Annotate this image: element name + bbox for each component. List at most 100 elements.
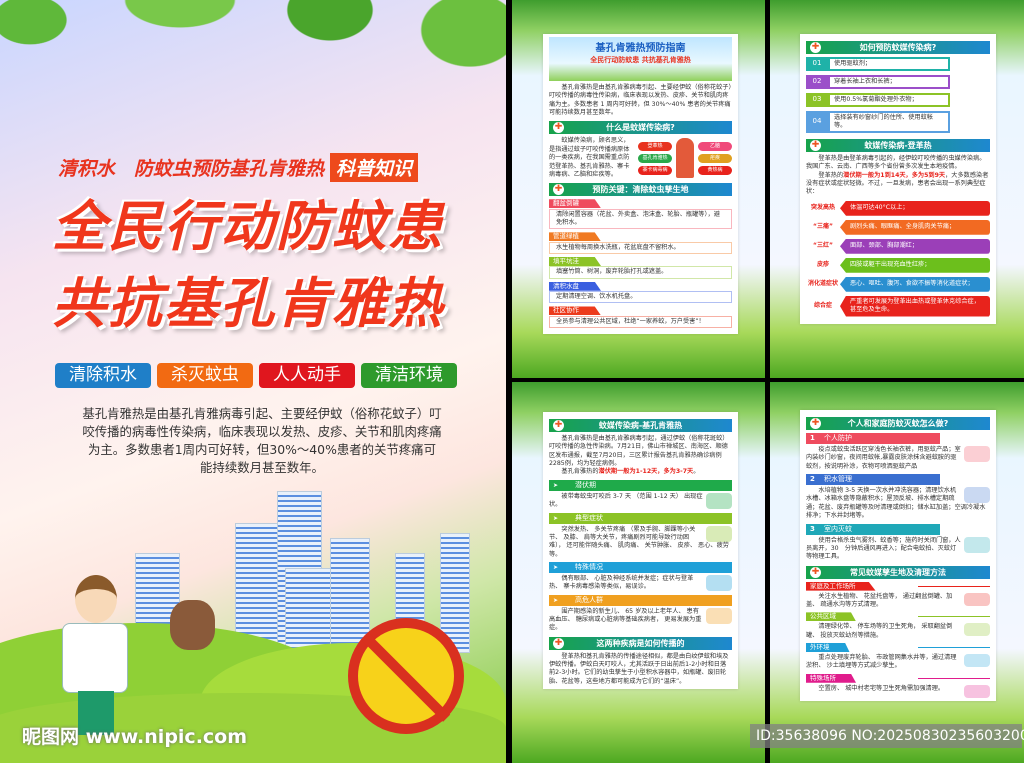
- prevention-step: 02 穿着长袖上衣和长裤；: [806, 75, 990, 89]
- place-text-content: 清理绿化带、 停车场等的卫生死角， 采取翻盆倒罐、 投放灭蚊幼剂等措施。: [806, 623, 953, 639]
- step-illustration: [964, 487, 990, 504]
- poster-title-line2: 共抗基孔肯雅热: [52, 272, 444, 335]
- red-cross-icon: ✚: [810, 42, 821, 53]
- place-label: 外环境: [806, 643, 850, 653]
- symptom-key: 皮疹: [816, 261, 829, 269]
- step-text-content: 使用合格杀虫气雾剂、蚊香等；施药时关闭门窗，人员离开，30 分钟后通风再进入；配…: [806, 536, 961, 561]
- step-label: 室内灭蚊: [824, 524, 852, 533]
- item-label: 填平坑洼: [549, 257, 601, 267]
- nipic-watermark: 昵图网 www.nipic.com: [22, 726, 248, 748]
- slogan-tag: 杀灭蚊虫: [157, 363, 253, 388]
- step-header: 2 积水管理: [806, 474, 940, 486]
- red-cross-icon: ✚: [810, 140, 821, 151]
- section-header: ✚ 这两种疾病是如何传播的: [549, 636, 732, 650]
- section-header: ✚ 什么是蚊媒传染病?: [549, 121, 732, 135]
- symptom-key: 消化道症状: [807, 280, 838, 288]
- step-text: 疫点或蚊虫活跃区穿浅色长袖衣裤，用驱蚊产品；室内装纱门纱窗，夜间用蚊帐,暴露皮肤…: [806, 446, 990, 471]
- red-cross-icon: ✚: [553, 122, 564, 134]
- step-text: 水培植物 3-5 天换一次水并冲洗容器；清理饮水机水槽、冰箱水盘等隐蔽积水；屋顶…: [806, 487, 990, 520]
- divider-line: [918, 647, 990, 649]
- leaves-decoration: [0, 0, 506, 110]
- panel-dengue: ✚ 如何预防蚊媒传染病? 01 使用驱蚊剂； 02 穿着长袖上衣和长裤； 03 使用0.5%…: [770, 0, 1024, 378]
- section-header: ✚ 蚊媒传染病-登革热: [806, 139, 990, 152]
- item-text: 全员参与清理公共区域，杜绝“一家养蚊，万户受害”！: [549, 315, 732, 329]
- item-label: 翻盆倒罐: [549, 199, 601, 209]
- symptom-row: 皮疹 四肢或躯干出现充血性红疹；: [806, 257, 990, 273]
- section-body: 蚊媒传染病，顾名思义，是指通过蚊子叮咬传播病原体的一类疾病，在我国需重点防范登革…: [549, 137, 732, 179]
- card: ✚ 个人和家庭防蚊灭蚊怎么做? 1 个人防护疫点或蚊虫活跃区穿浅色长袖衣裤，用驱蚊产…: [800, 410, 996, 701]
- step-text-content: 水培植物 3-5 天换一次水并冲洗容器；清理饮水机水槽、冰箱水盘等隐蔽积水；屋顶…: [806, 487, 986, 520]
- banner-title: 基孔肯雅热预防指南: [595, 43, 686, 54]
- place-text-content: 关注水生植物、 花盆托盘等， 通过翻盆倒罐、加盖、 疏通水沟等方式清理。: [806, 592, 953, 608]
- prevention-item: 清积水盘 定期清理空调、饮水机托盘。: [549, 281, 732, 304]
- place-text: 清理绿化带、 停车场等的卫生死角， 采取翻盆倒罐、 投放灭蚊幼剂等措施。: [806, 623, 990, 640]
- guide-banner: 基孔肯雅热预防指南 全民行动防蚊患 共抗基孔肯雅热: [549, 37, 732, 81]
- slogan-tags: 清除积水 杀灭蚊虫 人人动手 清洁环境: [55, 363, 457, 388]
- step-header: 3 室内灭蚊: [806, 523, 940, 535]
- slogan-tag: 人人动手: [259, 363, 355, 388]
- chik-para: 基孔肯雅热是由基孔肯雅病毒引起，通过伊蚊（俗称花斑蚊）叮咬传播的急性传染病。7月…: [549, 435, 729, 468]
- section-header: ✚ 个人和家庭防蚊灭蚊怎么做?: [806, 417, 990, 430]
- item-label: 清积水盘: [549, 281, 601, 291]
- place-header: 家庭及工作场所: [806, 581, 990, 591]
- card: 基孔肯雅热预防指南 全民行动防蚊患 共抗基孔肯雅热 基孔肯雅热是由基孔肯雅病毒引…: [543, 34, 738, 335]
- subsection-header: 特殊情况: [549, 561, 732, 573]
- item-text: 定期清理空调、饮水机托盘。: [549, 291, 732, 304]
- red-cross-icon: ✚: [810, 566, 821, 578]
- step-number: 03: [806, 93, 828, 107]
- step-number: 3: [810, 524, 815, 533]
- place-text-content: 重点处理废弃轮胎、 市政管网集水井等，通过清理淤积、 沙土填埋等方式减少孳生。: [806, 654, 957, 670]
- step-header: 1 个人防护: [806, 433, 940, 444]
- poster-subtitle: 清积水 防蚊虫预防基孔肯雅热 科普知识: [58, 153, 419, 182]
- subsection-illustration: [706, 574, 732, 591]
- subsection-text-content: 偶有眼部、 心脏及神经系统并发症；症状与登革热、 寨卡病毒感染等类似，易误诊。: [549, 574, 694, 591]
- place-text: 重点处理废弃轮胎、 市政管网集水井等，通过清理淤积、 沙土填埋等方式减少孳生。: [806, 654, 990, 671]
- prevention-step: 01 使用驱蚊剂；: [806, 57, 990, 71]
- subsection-text: 被带毒蚊虫叮咬后 3-7 天 （范围 1-12 天） 出现症状。: [549, 492, 732, 510]
- prevention-step: 03 使用0.5%氯菊酯处理外衣物；: [806, 93, 990, 107]
- disease-bubbles: 登革热 基孔肯雅热 寨卡病毒病 乙脑 疟疾 黄热病: [638, 137, 732, 179]
- item-label: 管道绿植: [549, 232, 601, 242]
- step-number: 04: [806, 111, 828, 133]
- step-number: 02: [806, 75, 828, 89]
- symptom-key: “三红”: [813, 242, 833, 250]
- prevention-item: 填平坑洼 填塞竹筒、树洞，废弃轮胎打孔或遮盖。: [549, 257, 732, 279]
- disease-pill: 乙脑: [698, 141, 732, 151]
- chik-incubation-para: 基孔肯雅热的潜伏期一般为1-12天，多为3-7天。: [561, 468, 700, 476]
- section-header: ✚ 预防关键：清除蚊虫孳生地: [549, 183, 732, 197]
- place-label: 家庭及工作场所: [806, 581, 876, 591]
- symptom-row: 综合症 严重者可发展为登革出血热或登革休克综合症，甚至危及生命。: [806, 295, 990, 317]
- place-illustration: [964, 654, 990, 668]
- subsection-header: 高危人群: [549, 594, 732, 606]
- panel-prevention-guide: 基孔肯雅热预防指南 全民行动防蚊患 共抗基孔肯雅热 基孔肯雅热是由基孔肯雅病毒引…: [512, 0, 765, 378]
- step-text: 选择装有纱窗纱门的住所、使用蚊帐等。: [828, 111, 950, 133]
- symptom-text: 严重者可发展为登革出血热或登革休克综合症，甚至危及生命。: [840, 295, 990, 317]
- place-illustration: [964, 684, 990, 698]
- place-header: 公共区域: [806, 612, 990, 622]
- step-text: 使用合格杀虫气雾剂、蚊香等；施药时关闭门窗，人员离开，30 分钟后通风再进入；配…: [806, 536, 990, 562]
- poster-intro: 基孔肯雅热是由基孔肯雅病毒引起、主要经伊蚊（俗称花蚊子）叮咬传播的病毒性传染病，…: [82, 406, 442, 475]
- subsection-illustration: [706, 525, 732, 542]
- item-label: 社区协作: [549, 306, 601, 316]
- disease-pill: 疟疾: [698, 153, 732, 163]
- step-text: 使用0.5%氯菊酯处理外衣物；: [828, 93, 950, 107]
- step-text-content: 疫点或蚊虫活跃区穿浅色长袖衣裤，用驱蚊产品；室内装纱门纱窗，夜间用蚊帐,暴露皮肤…: [806, 446, 961, 470]
- disease-pill: 基孔肯雅热: [638, 153, 672, 163]
- subsection-text: 突然发热、 多关节疼痛 （累及手腕、脚踝等小关节、 及膝、 肩等大关节，疼痛剧烈…: [549, 525, 732, 559]
- subsection-illustration: [706, 607, 732, 624]
- place-text: 空置房、 城中村老宅等卫生死角需加强清理。: [806, 684, 990, 698]
- prevention-item: 社区协作 全员参与清理公共区域，杜绝“一家养蚊，万户受害”！: [549, 306, 732, 329]
- divider-line: [918, 616, 990, 618]
- symptom-key: “三痛”: [813, 223, 833, 231]
- sick-person-illustration: [676, 138, 694, 179]
- subsection-text: 偶有眼部、 心脏及神经系统并发症；症状与登革热、 寨卡病毒感染等类似，易误诊。: [549, 574, 732, 592]
- section-header: ✚ 常见蚊媒孳生地及清理方法: [806, 565, 990, 579]
- place-illustration: [964, 592, 990, 606]
- red-cross-icon: ✚: [553, 420, 564, 431]
- place-text-content: 空置房、 城中村老宅等卫生死角需加强清理。: [818, 684, 945, 692]
- slogan-tag: 清洁环境: [361, 363, 457, 388]
- subsection-text-content: 突然发热、 多关节疼痛 （累及手腕、脚踝等小关节、 及膝、 肩等大关节，疼痛剧烈…: [549, 525, 729, 558]
- disease-pill: 寨卡病毒病: [638, 165, 672, 175]
- panel-chikungunya: ✚ 蚊媒传染病-基孔肯雅热 基孔肯雅热是由基孔肯雅病毒引起，通过伊蚊（俗称花斑蚊）…: [512, 382, 765, 763]
- item-text: 清除闲置容器（花盆、外卖盒、泡沫盒、轮胎、瓶罐等），避免积水。: [549, 208, 732, 230]
